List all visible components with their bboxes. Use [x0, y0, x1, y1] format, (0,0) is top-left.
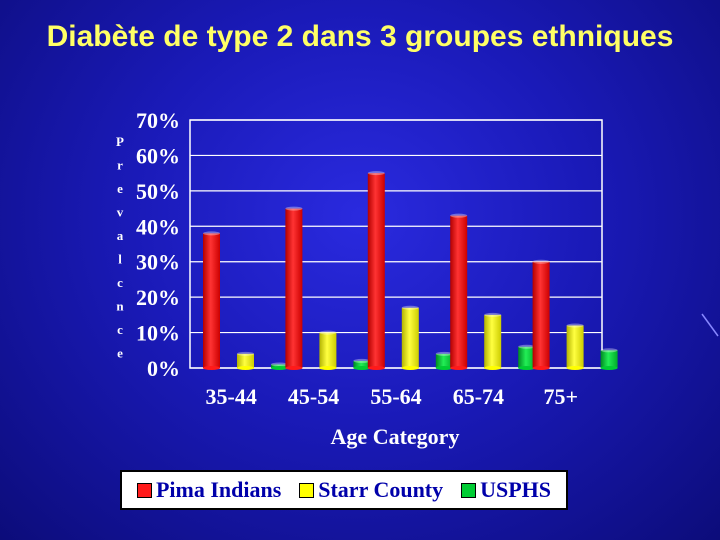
bar	[237, 351, 254, 370]
bar	[435, 351, 453, 370]
x-tick-labels: 35-44 45-54 55-64 65-74 75+	[206, 384, 579, 409]
bar	[271, 362, 288, 370]
bar	[518, 344, 536, 370]
decorative-line	[701, 313, 719, 337]
y-tick-label: 30%	[136, 250, 180, 275]
bar	[319, 330, 337, 370]
y-axis-label-char: l	[118, 252, 122, 267]
x-tick-label: 75+	[544, 384, 579, 409]
bar	[484, 312, 502, 370]
bar	[285, 206, 303, 370]
y-tick-label: 60%	[136, 143, 180, 168]
legend-item: USPHS	[461, 477, 551, 503]
y-tick-label: 70%	[136, 108, 180, 133]
y-tick-label: 0%	[147, 356, 180, 381]
y-axis-label-char: c	[117, 322, 123, 337]
bar	[532, 259, 550, 370]
legend-swatch	[136, 482, 152, 498]
y-axis-label-char: r	[117, 158, 123, 173]
y-tick-labels: 0% 10% 20% 30% 40% 50% 60% 70%	[136, 108, 180, 381]
x-tick-label: 55-64	[370, 384, 421, 409]
legend-swatch	[299, 482, 315, 498]
bar	[401, 305, 419, 370]
bar	[367, 171, 385, 370]
y-axis-label-char: e	[117, 181, 123, 196]
legend-label: Starr County	[318, 477, 444, 502]
bar	[450, 213, 468, 370]
bar	[566, 323, 584, 370]
bars	[203, 171, 618, 370]
y-tick-label: 50%	[136, 179, 180, 204]
x-tick-label: 35-44	[206, 384, 257, 409]
x-axis-label: Age Category	[331, 424, 460, 449]
y-axis-label-char: n	[116, 299, 124, 314]
bar	[353, 358, 371, 370]
y-axis-label-char: v	[117, 205, 124, 220]
x-tick-label: 65-74	[453, 384, 504, 409]
y-axis-label-char: a	[117, 228, 124, 243]
chart-title: Diabète de type 2 dans 3 groupes ethniqu…	[46, 20, 674, 53]
legend-label: Pima Indians	[155, 477, 282, 502]
y-axis-label-char: P	[116, 134, 124, 149]
bar	[600, 348, 618, 370]
x-tick-label: 45-54	[288, 384, 339, 409]
bar	[203, 231, 220, 370]
y-tick-label: 10%	[136, 321, 180, 346]
legend-item: Pima Indians	[136, 477, 282, 503]
y-tick-label: 20%	[136, 285, 180, 310]
y-axis-label-char: e	[117, 346, 123, 361]
y-tick-label: 40%	[136, 214, 180, 239]
legend-swatch	[461, 482, 477, 498]
legend-item: Starr County	[299, 477, 443, 503]
legend: Pima Indians Starr County USPHS	[120, 470, 568, 510]
legend-label: USPHS	[480, 477, 552, 502]
y-axis-label-char: c	[117, 275, 123, 290]
